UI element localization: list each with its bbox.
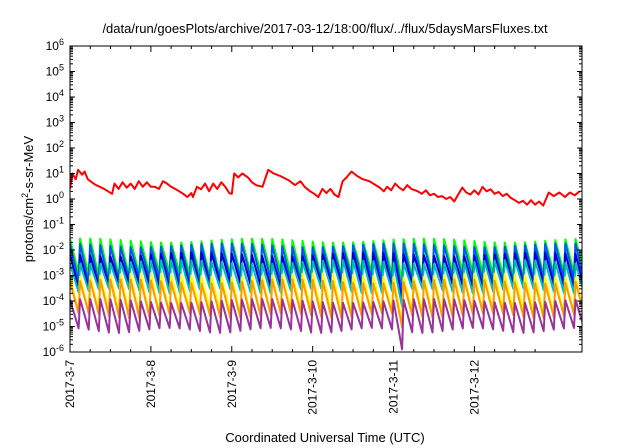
chart-title: /data/run/goesPlots/archive/2017-03-12/1… [102,21,548,36]
series-line-2 [70,242,582,294]
y-tick-label: 103 [46,114,64,130]
y-axis-label: protons/cm2-s-sr-MeV [20,135,36,262]
y-tick-label: 10-5 [43,318,64,334]
series-layer [70,168,582,351]
series-line-3 [70,251,582,301]
x-tick-label: 2017-3-7 [63,360,77,408]
series-line-6 [70,278,582,329]
y-tick-label: 10-2 [43,241,64,257]
x-tick-label: 2017-3-11 [387,360,401,414]
x-axis: 2017-3-7 2017-3-8 2017-3-9 2017-3-10 2017-3-… [63,46,536,415]
x-tick-label: 2017-3-9 [225,360,239,408]
y-tick-label: 101 [46,165,64,181]
y-tick-label: 102 [46,139,64,155]
x-tick-label: 2017-3-10 [306,360,320,415]
y-tick-label: 104 [46,88,64,104]
series-line-0 [70,168,581,207]
x-tick-label: 2017-3-12 [467,360,481,415]
y-tick-label: 105 [46,63,64,79]
x-axis-label: Coordinated Universal Time (UTC) [225,430,424,445]
y-tick-label: 106 [46,37,64,53]
series-line-4 [70,259,582,308]
y-tick-label: 10-1 [43,216,64,232]
y-tick-label: 10-6 [43,343,64,359]
y-tick-label: 10-3 [43,267,64,283]
series-line-1 [70,237,582,282]
y-tick-label: 10-4 [43,292,64,308]
y-axis: 10-6 10-5 10-4 10-3 10-2 10-1 100 101 102 103 104 1… [43,37,582,359]
x-tick-label: 2017-3-8 [144,360,158,408]
y-tick-label: 100 [46,190,64,206]
series-line-7 [70,298,582,351]
